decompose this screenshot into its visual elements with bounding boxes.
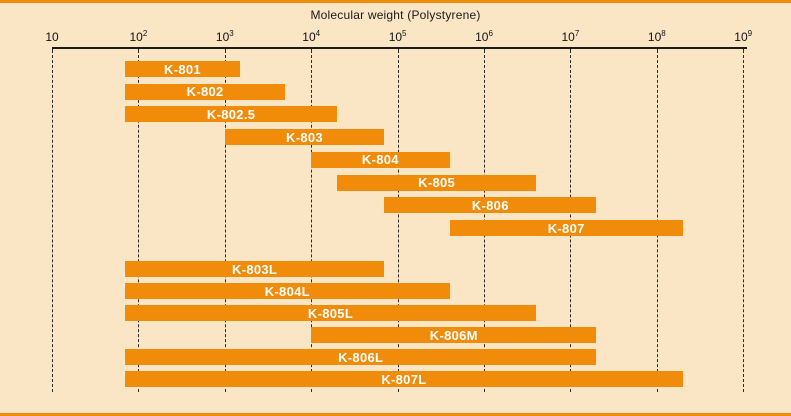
x-axis-tick-label: 106 bbox=[475, 29, 493, 45]
x-axis-tick-label: 10 bbox=[45, 30, 59, 44]
bar-label: K-807L bbox=[381, 371, 427, 387]
x-axis-tick-label: 102 bbox=[129, 29, 148, 45]
range-bar-k-805l: K-805L bbox=[125, 305, 536, 321]
range-bar-k-803: K-803 bbox=[224, 129, 385, 146]
range-bar-k-801: K-801 bbox=[125, 61, 240, 77]
bar-label: K-806 bbox=[471, 197, 509, 213]
bar-label: K-807 bbox=[547, 220, 585, 236]
x-axis-tick-label: 105 bbox=[388, 29, 407, 45]
range-bar-k-806: K-806 bbox=[384, 197, 597, 214]
decade-gridline bbox=[224, 50, 226, 392]
decade-gridline bbox=[743, 50, 745, 392]
bar-label: K-805 bbox=[418, 175, 456, 191]
x-axis-tick-label: 107 bbox=[561, 29, 580, 45]
range-bar-k-807: K-807 bbox=[449, 220, 683, 236]
bottom-border-strip bbox=[0, 413, 791, 416]
bar-label: K-802 bbox=[186, 84, 224, 100]
bar-label: K-805L bbox=[307, 305, 354, 321]
decade-gridline bbox=[138, 50, 140, 392]
decade-gridline bbox=[397, 50, 399, 392]
bar-label: K-804 bbox=[361, 152, 399, 168]
decade-gridline bbox=[311, 50, 313, 392]
chart-title: Molecular weight (Polystyrene) bbox=[310, 8, 481, 22]
decade-gridline bbox=[52, 50, 53, 392]
x-axis-tick-label: 103 bbox=[215, 29, 234, 45]
bar-label: K-801 bbox=[164, 61, 201, 77]
bar-label: K-803 bbox=[286, 129, 323, 145]
x-axis-tick-label: 109 bbox=[734, 29, 753, 45]
bar-label: K-804L bbox=[264, 283, 310, 299]
x-axis-tick-label: 104 bbox=[302, 29, 321, 45]
range-bar-k-804: K-804 bbox=[311, 151, 450, 168]
top-border-strip bbox=[0, 0, 791, 3]
x-axis-tick-label: 108 bbox=[647, 29, 666, 45]
bar-label: K-806L bbox=[338, 349, 384, 365]
bar-label: K-806M bbox=[429, 327, 478, 343]
range-bar-k-805: K-805 bbox=[337, 174, 536, 191]
bar-label: K-802.5 bbox=[206, 106, 256, 122]
range-bar-k-807l: K-807L bbox=[125, 371, 683, 387]
range-bar-k-806m: K-806M bbox=[311, 327, 597, 343]
range-bar-k-802-5: K-802.5 bbox=[125, 106, 338, 123]
bar-label: K-803L bbox=[232, 261, 278, 277]
x-axis-line bbox=[52, 47, 747, 49]
range-bar-k-803l: K-803L bbox=[125, 261, 385, 277]
range-bar-k-806l: K-806L bbox=[125, 349, 597, 365]
range-bar-k-804l: K-804L bbox=[125, 283, 450, 299]
range-bar-k-802: K-802 bbox=[125, 83, 286, 100]
